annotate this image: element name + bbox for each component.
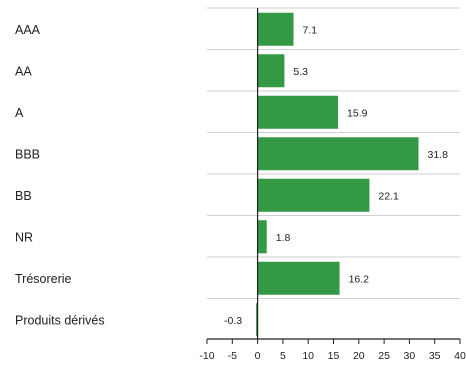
x-tick-label: 30 [404,350,416,362]
category-label: Produits dérivés [15,313,105,327]
x-tick-label: 35 [429,350,441,362]
bar [257,54,285,88]
x-tick-label: 40 [454,350,466,362]
data-label: 5.3 [293,66,308,78]
category-label: NR [15,230,33,244]
data-label: 7.1 [303,24,318,36]
x-tick-label: 20 [353,350,365,362]
category-label: AA [15,64,32,78]
bar [256,303,258,337]
category-label: Trésorerie [15,272,72,286]
category-label: BBB [15,147,40,161]
bar [257,95,339,129]
bar [257,220,267,254]
data-label: 22.1 [378,190,399,202]
bars [256,12,419,337]
data-label: 15.9 [347,107,368,119]
category-label: A [15,106,24,120]
x-tick-label: 5 [280,350,286,362]
data-label: 31.8 [428,149,449,161]
x-tick-label: 15 [328,350,340,362]
x-tick-label: 0 [255,350,261,362]
row-separators [207,7,460,299]
x-axis-ticks: -10 -5 0 5 10 15 20 25 30 35 40 [199,339,466,362]
x-tick-label: 25 [378,350,390,362]
bar [257,178,370,212]
value-labels: 7.1 5.3 15.9 31.8 22.1 1.8 16.2 -0.3 [224,24,448,327]
data-label: -0.3 [224,315,242,327]
category-label: BB [15,189,32,203]
bar [257,261,340,295]
bar [257,137,419,171]
x-tick-label: 10 [302,350,314,362]
category-label: AAA [15,23,41,37]
data-label: 16.2 [349,273,370,285]
data-label: 1.8 [276,232,291,244]
bar [257,12,294,46]
x-tick-label: -10 [199,350,214,362]
x-tick-label: -5 [228,350,237,362]
